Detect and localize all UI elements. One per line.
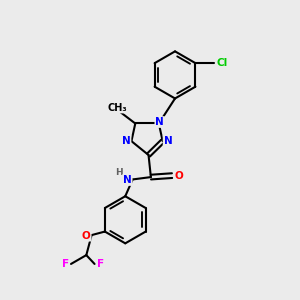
Text: N: N <box>164 136 172 146</box>
Text: N: N <box>155 117 164 127</box>
Text: CH₃: CH₃ <box>107 103 127 112</box>
Text: H: H <box>115 169 123 178</box>
Text: N: N <box>122 136 130 146</box>
Text: O: O <box>82 231 91 241</box>
Text: F: F <box>97 259 104 269</box>
Text: F: F <box>61 259 69 269</box>
Text: N: N <box>123 175 132 185</box>
Text: O: O <box>174 171 183 181</box>
Text: Cl: Cl <box>216 58 228 68</box>
